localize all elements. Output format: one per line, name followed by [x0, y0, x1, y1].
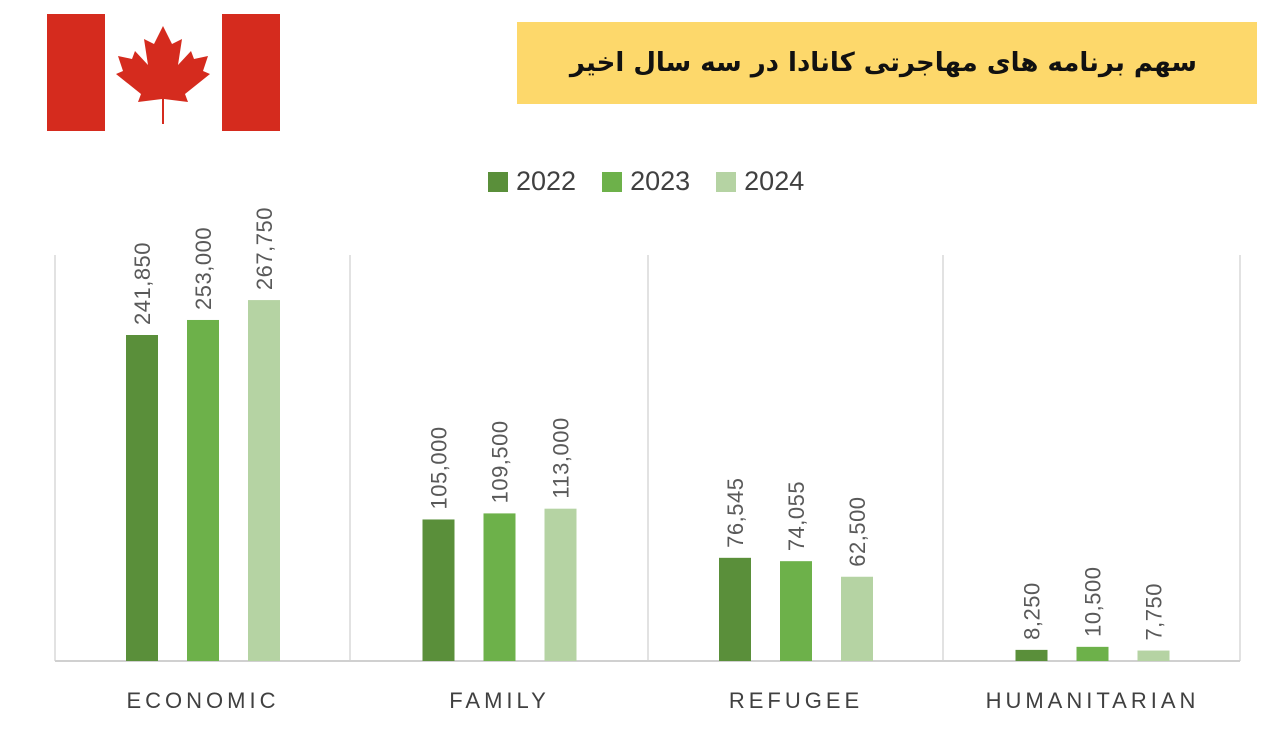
bar-humanitarian-2023 — [1076, 646, 1109, 661]
legend-swatch-2022 — [488, 171, 508, 192]
data-label: 105,000 — [427, 426, 452, 509]
data-label: 241,850 — [130, 242, 155, 325]
bar-refugee-2023 — [780, 561, 812, 661]
legend: 2022 2023 2024 — [488, 166, 804, 197]
data-label: 109,500 — [488, 420, 513, 503]
data-label: 113,000 — [549, 417, 574, 498]
bar-family-2024 — [544, 508, 577, 661]
bar-refugee-2024 — [841, 576, 873, 661]
bar-family-2023 — [483, 513, 516, 661]
legend-swatch-2023 — [602, 171, 623, 192]
data-label: 74,055 — [784, 481, 809, 551]
legend-label-2022: 2022 — [516, 166, 577, 196]
bar-refugee-2022 — [719, 557, 751, 661]
legend-item-2023: 2023 — [602, 166, 690, 197]
title-banner: سهم برنامه های مهاجرتی کانادا در سه سال … — [517, 22, 1257, 104]
category-label-humanitarian: HUMANITARIAN — [986, 688, 1200, 713]
bar-family-2022 — [422, 519, 455, 661]
bar-economic-2023 — [187, 319, 219, 661]
data-label: 10,500 — [1081, 567, 1106, 637]
bar-humanitarian-2024 — [1137, 650, 1170, 661]
legend-label-2024: 2024 — [744, 166, 805, 196]
bar-humanitarian-2022 — [1015, 649, 1048, 661]
data-label: 253,000 — [191, 227, 216, 310]
legend-item-2024: 2024 — [716, 166, 804, 197]
data-label: 76,545 — [723, 478, 748, 548]
bar-economic-2022 — [126, 335, 158, 661]
data-label: 267,750 — [252, 207, 277, 290]
bar-economic-2024 — [248, 300, 280, 661]
maple-leaf-icon — [116, 26, 210, 124]
data-label: 62,500 — [845, 496, 870, 566]
legend-item-2022: 2022 — [488, 166, 576, 197]
legend-label-2023: 2023 — [630, 166, 691, 196]
category-label-economic: ECONOMIC — [127, 688, 280, 713]
legend-swatch-2024 — [716, 171, 737, 192]
canada-flag — [47, 14, 280, 131]
chart-title: سهم برنامه های مهاجرتی کانادا در سه سال … — [569, 48, 1197, 78]
data-label: 8,250 — [1020, 582, 1045, 640]
category-label-refugee: REFUGEE — [729, 688, 863, 713]
category-label-family: FAMILY — [449, 688, 550, 713]
data-label: 7,750 — [1142, 583, 1167, 641]
